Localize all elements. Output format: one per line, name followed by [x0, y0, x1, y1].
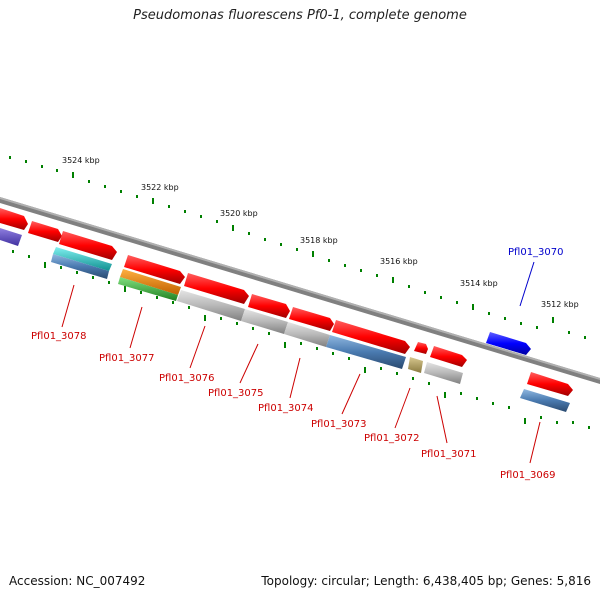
genome-summary: Topology: circular; Length: 6,438,405 bp…: [261, 574, 591, 588]
kbp-label: 3522 kbp: [141, 183, 179, 192]
gene-label[interactable]: Pfl01_3078: [31, 331, 87, 342]
gene-arrow[interactable]: [289, 307, 334, 331]
kbp-labels: 3524 kbp 3522 kbp 3520 kbp 3518 kbp 3516…: [62, 156, 579, 309]
gene-label[interactable]: Pfl01_3076: [159, 373, 215, 384]
gene-labels: Pfl01_3078 Pfl01_3077 Pfl01_3076 Pfl01_3…: [31, 247, 564, 481]
cds-feature[interactable]: [424, 362, 463, 384]
cds-feature[interactable]: [51, 254, 109, 279]
cds-track[interactable]: [0, 228, 570, 412]
kbp-label: 3514 kbp: [460, 279, 498, 288]
cds-feature[interactable]: [284, 322, 330, 347]
kbp-label: 3524 kbp: [62, 156, 100, 165]
cds-feature[interactable]: [177, 290, 245, 321]
cds-feature[interactable]: [120, 269, 181, 295]
inner-tick-ring: [12, 250, 590, 429]
cds-feature[interactable]: [53, 247, 112, 271]
gene-arrow[interactable]: [527, 372, 573, 396]
gene-arrow[interactable]: [332, 320, 410, 354]
kbp-label: 3518 kbp: [300, 236, 338, 245]
gene-label[interactable]: Pfl01_3073: [311, 419, 367, 430]
genome-title: Pseudomonas fluorescens Pf0-1, complete …: [133, 8, 467, 23]
gene-label[interactable]: Pfl01_3071: [421, 449, 477, 460]
kbp-scale-ring: [9, 156, 586, 339]
kbp-label: 3520 kbp: [220, 209, 258, 218]
gene-arrow[interactable]: [28, 221, 62, 242]
kbp-label: 3516 kbp: [380, 257, 418, 266]
cds-feature[interactable]: [408, 357, 423, 373]
gene-label[interactable]: Pfl01_3075: [208, 388, 264, 399]
cds-feature[interactable]: [118, 277, 178, 301]
gene-arrow[interactable]: [414, 342, 428, 354]
cds-feature[interactable]: [0, 228, 22, 246]
cds-feature[interactable]: [520, 389, 570, 412]
gene-label[interactable]: Pfl01_3070: [508, 247, 564, 258]
kbp-label: 3512 kbp: [541, 300, 579, 309]
gene-label[interactable]: Pfl01_3074: [258, 403, 314, 414]
cds-feature[interactable]: [326, 335, 406, 369]
gene-label[interactable]: Pfl01_3069: [500, 470, 556, 481]
gene-arrow[interactable]: [248, 294, 290, 318]
gene-arrow-blue[interactable]: [486, 332, 531, 355]
gene-track[interactable]: [0, 208, 573, 396]
gene-arrow[interactable]: [184, 273, 249, 304]
gene-arrow[interactable]: [124, 255, 185, 284]
gene-arrow[interactable]: [430, 346, 467, 367]
accession-label: Accession: NC_007492: [9, 574, 146, 588]
gene-arrow[interactable]: [59, 231, 117, 260]
gene-label[interactable]: Pfl01_3077: [99, 353, 155, 364]
cds-feature[interactable]: [241, 309, 288, 334]
label-leaders: [61, 261, 541, 464]
gene-arrow[interactable]: [0, 208, 28, 230]
gene-label[interactable]: Pfl01_3072: [364, 433, 420, 444]
